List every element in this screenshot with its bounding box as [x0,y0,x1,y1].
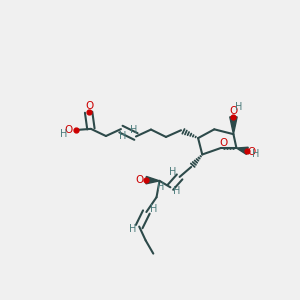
Text: H: H [129,224,136,234]
Text: O: O [85,101,93,112]
Text: H: H [173,186,181,196]
Text: H: H [157,182,164,192]
Text: O: O [219,138,228,148]
Text: H: H [130,124,138,135]
Text: O: O [64,124,73,135]
Text: O: O [136,175,144,185]
Text: O: O [229,106,238,116]
Text: H: H [150,204,157,214]
Text: H: H [119,130,127,141]
Polygon shape [236,147,248,155]
Text: H: H [169,167,176,177]
Text: H: H [235,102,242,112]
Polygon shape [230,117,237,134]
Text: H: H [252,149,260,159]
Text: O: O [247,147,255,157]
Polygon shape [146,176,160,184]
Text: H: H [59,129,67,139]
